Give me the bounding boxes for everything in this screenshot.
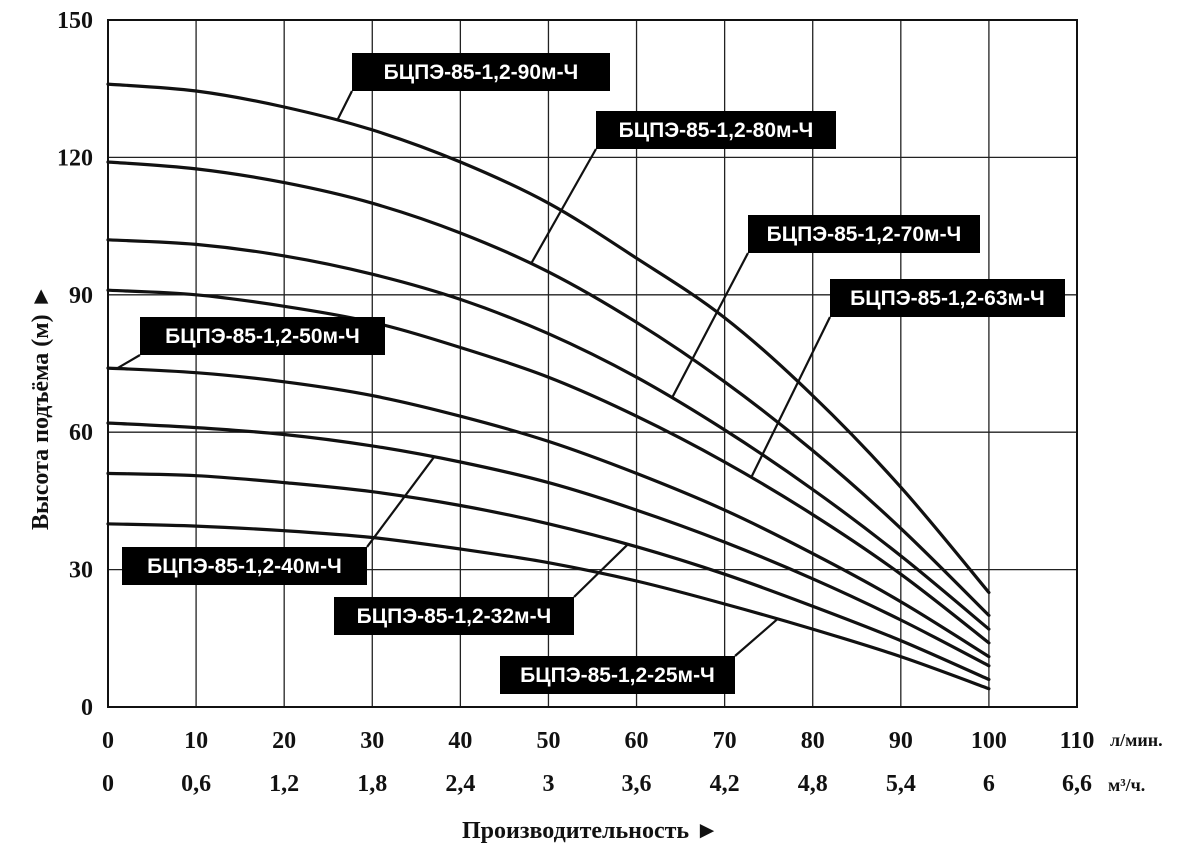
leader-line bbox=[734, 618, 779, 657]
leader-line bbox=[529, 148, 597, 265]
series-label-box bbox=[122, 547, 367, 585]
curves bbox=[106, 82, 991, 691]
x2-tick-label: 3,6 bbox=[622, 771, 652, 797]
x-tick-label: 110 bbox=[1060, 728, 1095, 754]
x2-tick-label: 5,4 bbox=[886, 771, 916, 797]
x-tick-label: 60 bbox=[625, 728, 649, 754]
x-tick-label: 30 bbox=[360, 728, 384, 754]
y-tick-label: 0 bbox=[81, 695, 93, 721]
y-tick-label: 150 bbox=[57, 8, 93, 34]
series-label: БЦПЭ-85-1,2-80м-Ч bbox=[619, 119, 814, 142]
series-label: БЦПЭ-85-1,2-40м-Ч bbox=[147, 555, 342, 578]
x2-tick-label: 4,2 bbox=[710, 771, 740, 797]
leader-line bbox=[336, 90, 353, 122]
curve-labels: БЦПЭ-85-1,2-90м-Ч БЦПЭ-85-1,2-80м-Ч БЦПЭ-8… bbox=[116, 53, 1065, 694]
x2-tick-label: 6,6 bbox=[1062, 771, 1092, 797]
x2-tick-label: 4,8 bbox=[798, 771, 828, 797]
series-label: БЦПЭ-85-1,2-70м-Ч bbox=[767, 223, 962, 246]
x2-tick-label: 3 bbox=[542, 771, 554, 797]
leader-line bbox=[366, 456, 435, 548]
x2-tick-label: 6 bbox=[983, 771, 995, 797]
series-label-box bbox=[500, 656, 735, 694]
x-axis-title: Производительность ► bbox=[462, 818, 719, 844]
series-label-box bbox=[748, 215, 980, 253]
x-tick-label: 50 bbox=[536, 728, 560, 754]
x2-tick-label: 0,6 bbox=[181, 771, 211, 797]
x-tick-label: 10 bbox=[184, 728, 208, 754]
leader-line bbox=[750, 316, 831, 479]
leader-line bbox=[116, 354, 141, 370]
x-axis-unit-lpm: л/мин. bbox=[1110, 730, 1163, 750]
series-line bbox=[106, 522, 991, 691]
plot-frame bbox=[107, 19, 1078, 708]
series-label-box bbox=[352, 53, 610, 91]
x2-tick-label: 2,4 bbox=[445, 771, 475, 797]
x-tick-label: 80 bbox=[801, 728, 825, 754]
x2-tick-label: 1,2 bbox=[269, 771, 299, 797]
leader-line bbox=[573, 543, 629, 598]
series-label-box bbox=[140, 317, 385, 355]
x-tick-label: 90 bbox=[889, 728, 913, 754]
y-tick-label: 120 bbox=[57, 145, 93, 171]
x-axis-unit-m3h: м³/ч. bbox=[1108, 775, 1145, 795]
series-line bbox=[106, 160, 991, 617]
y-tick-label: 30 bbox=[69, 558, 93, 584]
leader-line bbox=[670, 252, 749, 399]
x-tick-label: 20 bbox=[272, 728, 296, 754]
x-tick-label: 40 bbox=[448, 728, 472, 754]
x2-tick-label: 1,8 bbox=[357, 771, 387, 797]
series-label-box bbox=[596, 111, 836, 149]
series-label: БЦПЭ-85-1,2-50м-Ч bbox=[165, 325, 360, 348]
y-tick-label: 60 bbox=[69, 420, 93, 446]
y-tick-label: 90 bbox=[69, 283, 93, 309]
series-line bbox=[106, 288, 991, 645]
series-line bbox=[106, 421, 991, 668]
series-line bbox=[106, 366, 991, 659]
series-label: БЦПЭ-85-1,2-32м-Ч bbox=[357, 605, 552, 628]
series-label: БЦПЭ-85-1,2-63м-Ч bbox=[850, 287, 1045, 310]
series-line bbox=[106, 82, 991, 595]
x-tick-label: 70 bbox=[713, 728, 737, 754]
y-axis-title: Высота подъёма (м) ► bbox=[28, 285, 54, 530]
grid bbox=[107, 19, 1078, 708]
series-label-box bbox=[334, 597, 574, 635]
series-label-box bbox=[830, 279, 1065, 317]
x2-tick-label: 0 bbox=[102, 771, 114, 797]
x-tick-label: 0 bbox=[102, 728, 114, 754]
series-label: БЦПЭ-85-1,2-90м-Ч bbox=[384, 61, 579, 84]
series-label: БЦПЭ-85-1,2-25м-Ч bbox=[520, 664, 715, 687]
series-line bbox=[106, 238, 991, 631]
series-line bbox=[106, 471, 991, 682]
x-tick-label: 100 bbox=[971, 728, 1007, 754]
